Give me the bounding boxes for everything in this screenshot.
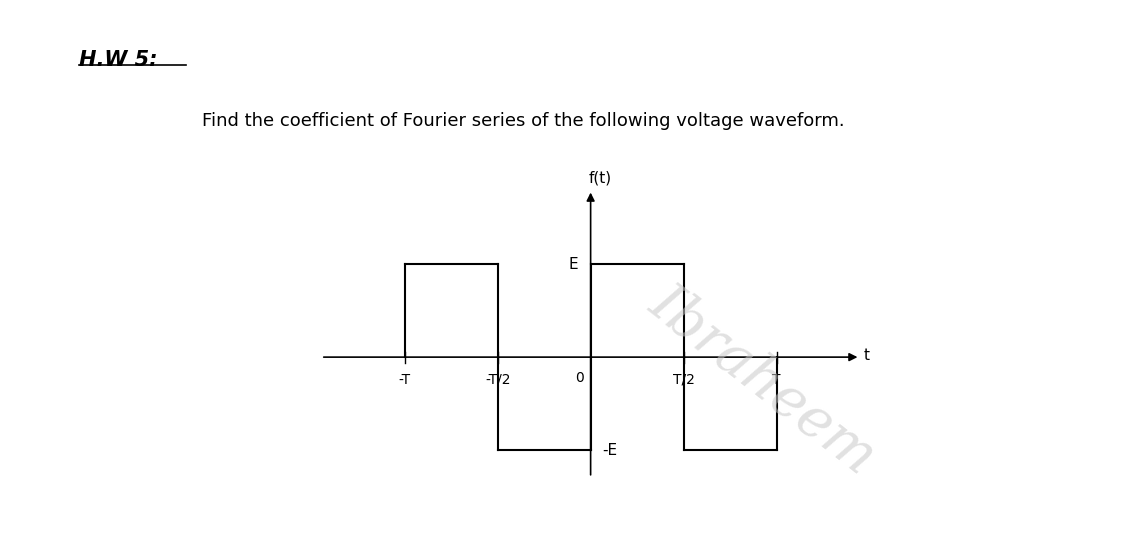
Text: E: E [569,257,578,272]
Text: 0: 0 [575,371,584,385]
Text: Find the coefficient of Fourier series of the following voltage waveform.: Find the coefficient of Fourier series o… [202,112,845,129]
Text: H.W 5:: H.W 5: [79,50,158,70]
Text: T/2: T/2 [673,373,694,387]
Text: -T/2: -T/2 [485,373,511,387]
Text: t: t [864,348,870,363]
Text: -E: -E [603,442,618,458]
Text: Ibraheem: Ibraheem [639,275,886,485]
Text: -T: -T [398,373,411,387]
Text: T: T [773,373,781,387]
Text: f(t): f(t) [588,170,612,185]
